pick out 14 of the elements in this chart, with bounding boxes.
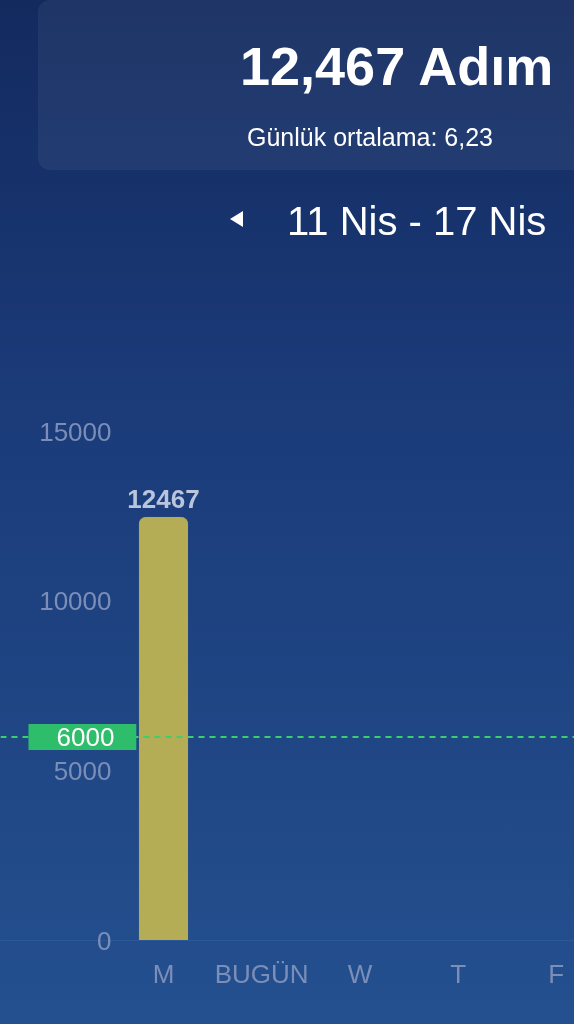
y-tick-label: 15000: [39, 416, 112, 447]
data-label: 12467: [127, 484, 200, 515]
ref-line-label: 6000: [56, 721, 115, 752]
chart-subtitle: Günlük ortalama: 6,23: [247, 123, 493, 151]
y-tick-label: 0: [97, 925, 112, 956]
chart-title: 12,467 Adım: [240, 36, 554, 96]
x-tick-label: M: [152, 958, 175, 989]
y-tick-label: 5000: [53, 755, 112, 786]
x-tick-label: F: [548, 958, 565, 989]
x-tick-label: W: [347, 958, 373, 989]
x-tick-label: T: [450, 958, 467, 989]
y-tick-label: 10000: [39, 586, 112, 617]
x-tick-label: BUGÜN: [214, 958, 309, 989]
text: 11 Nis - 17 Nis: [287, 199, 547, 243]
